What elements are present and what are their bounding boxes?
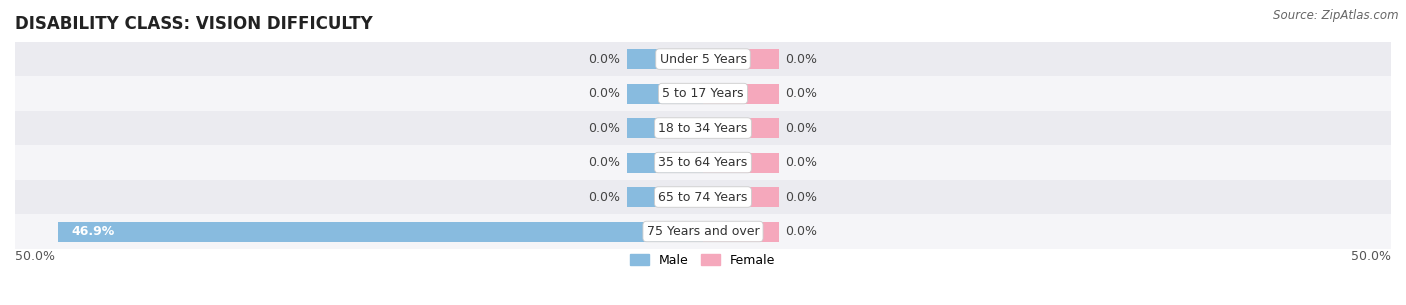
Bar (627, 49, 703, 69)
Text: 50.0%: 50.0% (15, 250, 55, 263)
Text: 50.0%: 50.0% (1351, 250, 1391, 263)
Bar (15, 111, 1391, 145)
Bar (15, 76, 1391, 111)
Bar (15, 214, 1391, 249)
Text: Source: ZipAtlas.com: Source: ZipAtlas.com (1274, 9, 1399, 22)
Bar (15, 42, 1391, 76)
Text: 0.0%: 0.0% (786, 225, 817, 238)
Text: DISABILITY CLASS: VISION DIFFICULTY: DISABILITY CLASS: VISION DIFFICULTY (15, 15, 373, 33)
Text: 0.0%: 0.0% (786, 52, 817, 66)
Bar (627, 152, 703, 173)
Text: 0.0%: 0.0% (589, 52, 620, 66)
Text: 46.9%: 46.9% (72, 225, 115, 238)
Text: 0.0%: 0.0% (786, 87, 817, 100)
Bar (15, 145, 1391, 180)
Text: Under 5 Years: Under 5 Years (659, 52, 747, 66)
Text: 0.0%: 0.0% (786, 191, 817, 203)
Legend: Male, Female: Male, Female (626, 249, 780, 271)
Bar (627, 118, 703, 138)
Bar (703, 187, 779, 207)
Bar (58, 221, 703, 242)
Text: 35 to 64 Years: 35 to 64 Years (658, 156, 748, 169)
Text: 75 Years and over: 75 Years and over (647, 225, 759, 238)
Bar (703, 49, 779, 69)
Bar (703, 84, 779, 104)
Bar (627, 84, 703, 104)
Text: 0.0%: 0.0% (786, 156, 817, 169)
Bar (627, 187, 703, 207)
Text: 0.0%: 0.0% (589, 87, 620, 100)
Text: 0.0%: 0.0% (589, 122, 620, 135)
Text: 18 to 34 Years: 18 to 34 Years (658, 122, 748, 135)
Text: 65 to 74 Years: 65 to 74 Years (658, 191, 748, 203)
Text: 0.0%: 0.0% (786, 122, 817, 135)
Text: 0.0%: 0.0% (589, 156, 620, 169)
Bar (15, 180, 1391, 214)
Bar (703, 118, 779, 138)
Text: 0.0%: 0.0% (589, 191, 620, 203)
Text: 5 to 17 Years: 5 to 17 Years (662, 87, 744, 100)
Bar (703, 221, 779, 242)
Bar (703, 152, 779, 173)
